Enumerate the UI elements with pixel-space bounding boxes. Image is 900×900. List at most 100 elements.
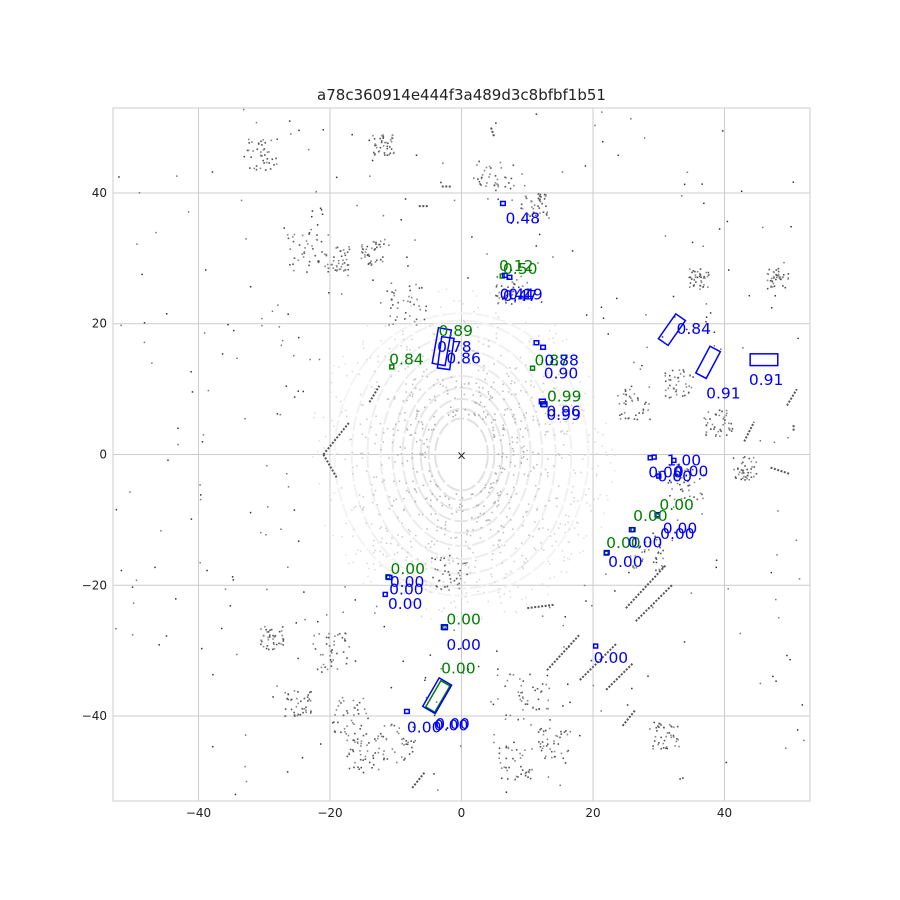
lidar-point: [331, 649, 333, 651]
lidar-point: [642, 412, 644, 414]
lidar-point: [540, 542, 542, 544]
lidar-point: [390, 282, 393, 284]
lidar-point: [450, 376, 453, 379]
lidar-point: [745, 476, 747, 478]
lidar-point: [483, 169, 486, 172]
lidar-point: [388, 347, 391, 350]
lidar-point: [206, 569, 208, 572]
prediction-box: [603, 549, 610, 556]
lidar-point: [436, 556, 438, 559]
lidar-point: [481, 615, 483, 618]
lidar-point: [468, 382, 470, 384]
lidar-point: [414, 432, 417, 434]
lidar-point: [456, 583, 459, 586]
lidar-point: [776, 554, 778, 556]
lidar-point: [540, 727, 543, 730]
lidar-point: [496, 178, 499, 181]
lidar-point: [672, 295, 675, 298]
lidar-point: [532, 415, 535, 418]
lidar-point: [436, 540, 439, 542]
lidar-point: [532, 707, 534, 709]
x-axis-tick-labels: −40 −20 0 20 40: [186, 806, 732, 820]
lidar-point: [402, 400, 405, 402]
lidar-point: [534, 689, 537, 692]
lidar-point: [272, 696, 274, 698]
lidar-point: [510, 570, 512, 573]
lidar-point: [677, 376, 680, 379]
lidar-point: [448, 589, 450, 591]
lidar-point: [582, 550, 585, 552]
lidar-point: [174, 598, 177, 600]
lidar-point: [436, 525, 439, 528]
lidar-point: [272, 642, 275, 644]
lidar-point: [370, 385, 373, 388]
lidar-point: [685, 383, 687, 385]
lidar-point: [487, 600, 490, 603]
lidar-point: [512, 674, 515, 676]
lidar-point: [502, 296, 505, 298]
lidar-point: [324, 666, 327, 669]
lidar-point: [452, 560, 454, 562]
lidar-point: [370, 484, 373, 486]
lidar-point: [749, 471, 752, 474]
lidar-point: [381, 260, 384, 263]
lidar-point: [509, 187, 512, 190]
lidar-point: [388, 244, 390, 246]
lidar-point: [310, 710, 312, 713]
lidar-point: [494, 501, 496, 504]
lidar-point: [382, 134, 384, 136]
lidar-point: [523, 184, 526, 187]
lidar-point: [566, 733, 569, 736]
lidar-point: [583, 409, 585, 412]
lidar-point: [439, 559, 442, 561]
lidar-point: [675, 740, 678, 743]
lidar-point: [521, 554, 523, 557]
lidar-point: [345, 522, 347, 525]
lidar-point: [199, 561, 201, 564]
lidar-point: [392, 152, 395, 155]
lidar-line-feature: [786, 388, 798, 406]
lidar-point: [527, 429, 529, 432]
lidar-point: [674, 316, 676, 318]
lidar-point: [687, 391, 690, 394]
ground-truth-score-label: 0.89: [438, 322, 473, 340]
lidar-point: [492, 703, 495, 706]
lidar-point: [393, 151, 395, 154]
lidar-point: [544, 757, 546, 760]
lidar-point: [563, 361, 566, 363]
lidar-point: [561, 457, 563, 459]
lidar-point: [715, 433, 717, 436]
lidar-point: [393, 294, 396, 297]
lidar-point: [367, 575, 369, 578]
lidar-point: [506, 778, 509, 780]
lidar-point: [648, 403, 650, 405]
lidar-point: [445, 288, 448, 291]
lidar-point: [701, 493, 703, 496]
lidar-point: [511, 281, 514, 283]
lidar-point: [143, 322, 146, 324]
lidar-point: [510, 496, 512, 498]
lidar-point: [120, 569, 123, 572]
lidar-point: [572, 485, 574, 488]
lidar-point: [325, 614, 328, 616]
lidar-point: [266, 151, 269, 154]
lidar-point: [440, 588, 443, 591]
lidar-point: [516, 441, 518, 444]
lidar-point: [428, 470, 431, 472]
lidar-point: [469, 534, 472, 537]
lidar-point: [346, 712, 349, 714]
lidar-point: [389, 152, 392, 155]
lidar-point: [311, 245, 313, 247]
lidar-point: [328, 292, 330, 294]
lidar-point: [568, 399, 570, 401]
lidar-point: [346, 710, 348, 712]
lidar-point: [495, 473, 497, 475]
lidar-point: [267, 638, 270, 641]
lidar-point: [336, 453, 339, 455]
lidar-point: [336, 246, 339, 249]
lidar-point: [425, 696, 428, 699]
lidar-point: [330, 381, 333, 384]
lidar-point: [699, 285, 702, 287]
lidar-point: [522, 516, 525, 518]
lidar-point: [703, 202, 705, 205]
